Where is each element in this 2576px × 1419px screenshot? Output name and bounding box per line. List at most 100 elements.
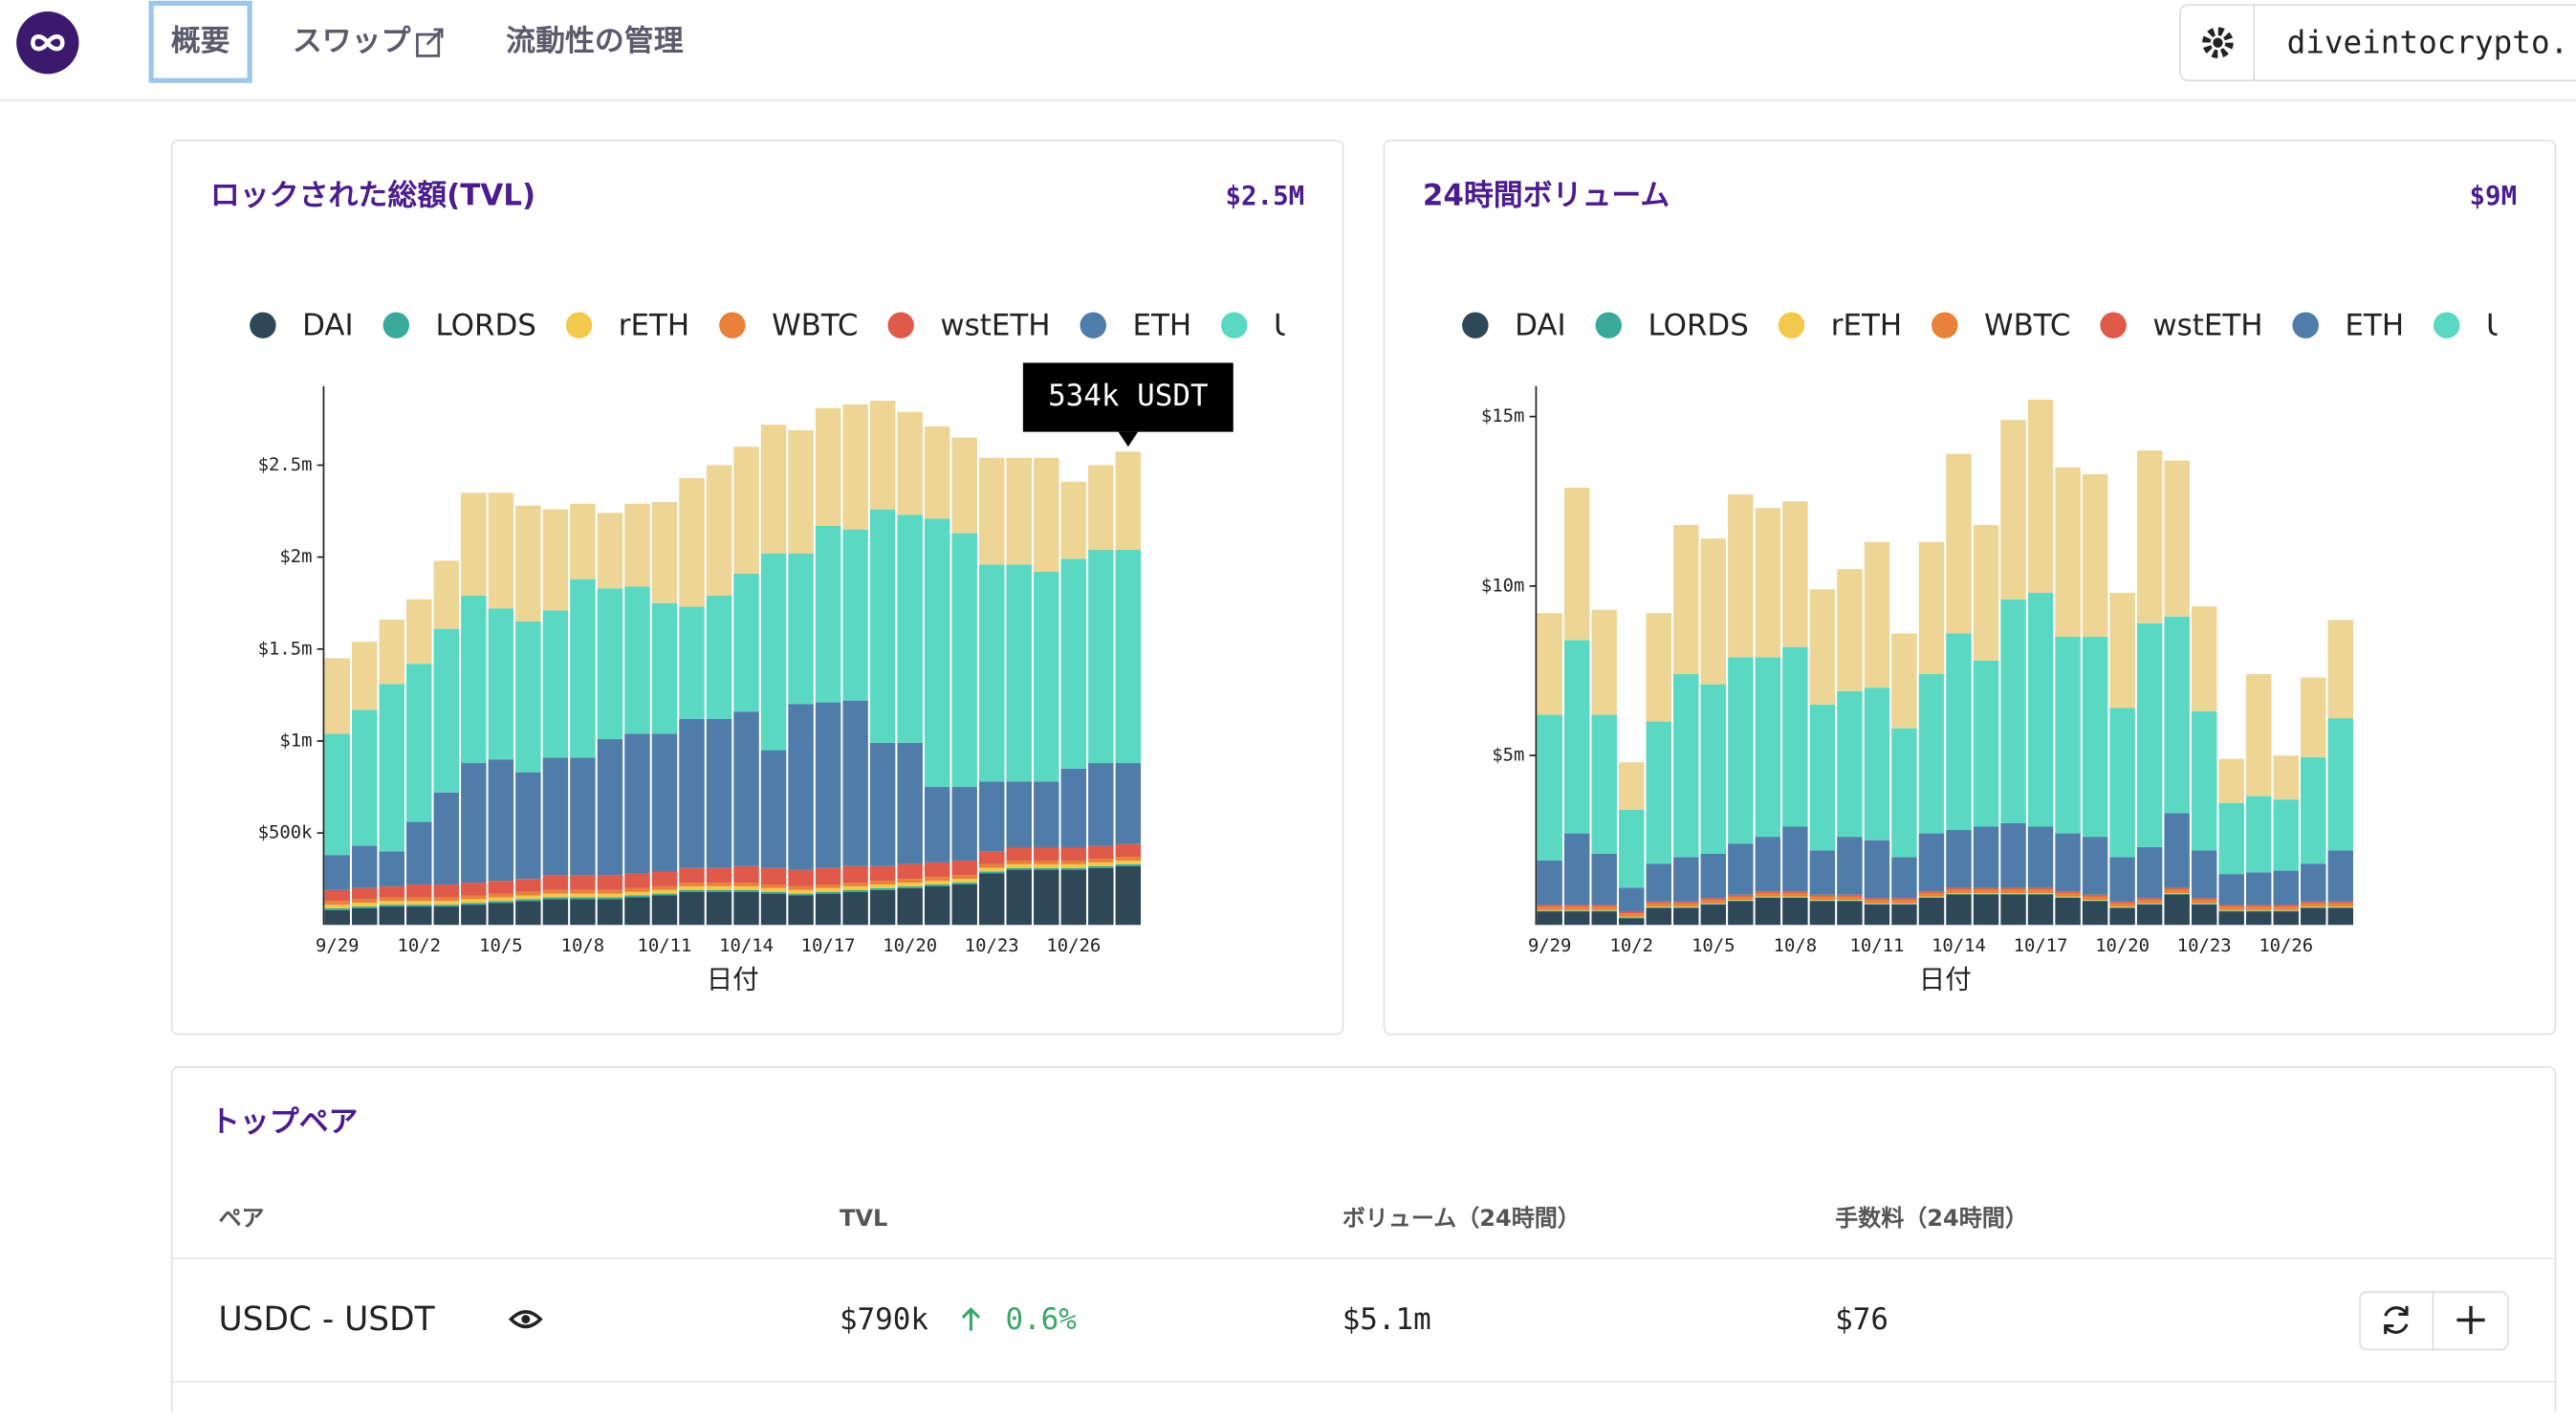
tooltip-text: 534k USDT (1048, 379, 1208, 413)
bar-segment (1619, 916, 1645, 918)
bar-segment (2301, 901, 2326, 904)
bar-segment (951, 787, 977, 861)
bar-segment (515, 879, 541, 892)
bar-segment (2327, 906, 2354, 907)
bar-segment (842, 865, 868, 884)
bar-segment (1060, 869, 1087, 926)
bar-segment (2055, 897, 2081, 926)
bar-segment (1755, 897, 1781, 926)
bar-segment (1115, 763, 1142, 844)
up-arrow (961, 1307, 981, 1331)
bar-segment (2027, 889, 2054, 893)
bar-segment (651, 893, 678, 896)
bar-segment (1918, 891, 1945, 893)
bar-segment (706, 885, 732, 890)
bar-segment (542, 610, 569, 758)
bar-segment (760, 425, 787, 554)
bar-segment (2027, 826, 2054, 888)
bar-segment (624, 586, 650, 734)
tab[interactable]: スワップ (293, 24, 411, 58)
legend-swatch (1595, 312, 1623, 338)
bar-segment (1918, 892, 1945, 897)
legend-swatch (250, 312, 276, 338)
bar-segment (2301, 863, 2326, 902)
bar-segment (733, 883, 759, 886)
bar-segment (760, 884, 787, 888)
bar-segment (461, 883, 487, 896)
bar-segment (515, 895, 541, 900)
bar-segment (1646, 863, 1671, 902)
bar-segment (1946, 453, 1972, 634)
bar-segment (679, 883, 705, 886)
bar-segment (815, 867, 841, 884)
bar-segment (788, 429, 814, 554)
bar-segment (2191, 711, 2217, 851)
bar-segment (324, 909, 350, 926)
bar-segment (570, 579, 596, 758)
bar-segment (1946, 892, 1972, 894)
bar-segment (1088, 865, 1114, 868)
bar-segment (1619, 911, 1645, 914)
bar-segment (788, 895, 814, 926)
bar-segment (2218, 874, 2244, 906)
bar-segment (788, 704, 814, 870)
bar-segment (2082, 896, 2108, 901)
tab[interactable]: 概要 (171, 24, 230, 58)
legend-swatch (2100, 312, 2127, 338)
bar-segment (1646, 907, 1671, 926)
bar-segment (815, 525, 841, 703)
bar-segment (1060, 768, 1087, 848)
bar-segment (1782, 501, 1808, 647)
bar-segment (842, 883, 868, 886)
bar-segment (842, 891, 868, 926)
bar-segment (1782, 646, 1808, 827)
account-name[interactable]: diveintocrypto. (2287, 24, 2569, 60)
bar-segment (1591, 714, 1617, 854)
bar-segment (1891, 900, 1917, 904)
bar-segment (2164, 892, 2190, 894)
bar-segment (1837, 894, 1863, 897)
bar-segment (624, 733, 650, 874)
bar-segment (1973, 893, 1999, 895)
eye-icon[interactable] (508, 1310, 543, 1329)
bar-segment (515, 899, 541, 902)
bar-segment (760, 893, 787, 926)
bar-segment (2218, 910, 2244, 912)
bar-segment (1864, 903, 1890, 905)
settings-icon[interactable] (2202, 27, 2234, 58)
bar-segment (324, 905, 350, 908)
bar-segment (1006, 847, 1032, 861)
pair-name[interactable]: USDC - USDT (219, 1300, 436, 1339)
bar-segment (897, 887, 923, 926)
bar-segment (324, 733, 350, 856)
swap-button[interactable] (2384, 1305, 2409, 1335)
bar-segment (2055, 892, 2081, 897)
tab[interactable]: 流動性の管理 (506, 24, 684, 58)
bar-segment (924, 877, 950, 882)
bar-segment (706, 889, 732, 892)
bar-segment (1673, 901, 1699, 904)
bar-segment (924, 787, 950, 862)
bar-segment (733, 889, 759, 892)
legend-label: LORDS (436, 308, 536, 342)
bar-segment (1728, 900, 1754, 901)
bar-segment (515, 621, 541, 773)
nav: 概要 スワップ 流動性の管理 diveintocrypto. (0, 0, 2576, 101)
x-tick-label: 10/2 (1610, 935, 1653, 956)
bar-segment (406, 906, 432, 926)
bar-segment (1864, 688, 1890, 840)
bar-segment (679, 606, 705, 719)
bar-segment (1646, 613, 1671, 722)
add-button[interactable] (2456, 1305, 2485, 1335)
bar-segment (2327, 718, 2354, 851)
card (170, 1066, 2557, 1419)
bar-segment (733, 891, 759, 926)
bar-segment (1755, 892, 1781, 897)
bar-segment (842, 889, 868, 892)
bar-segment (2109, 906, 2135, 907)
column-header: ボリューム（24時間） (1343, 1205, 1581, 1232)
bar-segment (706, 867, 732, 884)
bar-segment (1537, 909, 1562, 911)
bar-segment (542, 899, 569, 926)
bar-segment (869, 742, 896, 866)
